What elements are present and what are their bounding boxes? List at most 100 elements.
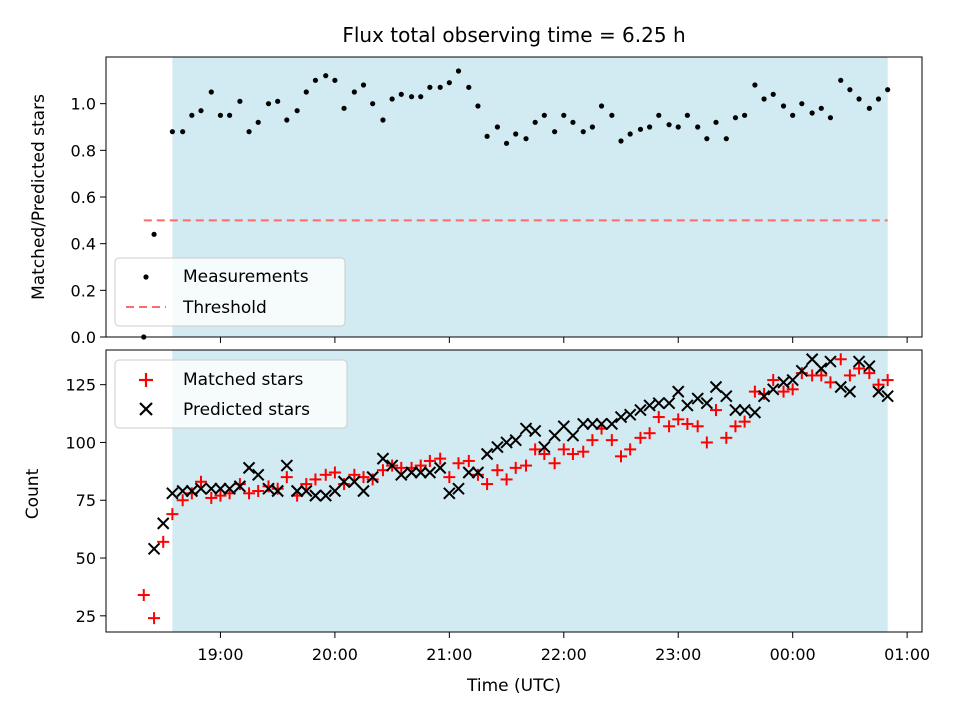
matched-star-point	[824, 376, 837, 389]
predicted-star-point	[577, 417, 590, 431]
top-y-tick-label: 1.0	[71, 95, 96, 114]
matched-star-point	[681, 417, 694, 430]
measurement-point	[370, 101, 376, 107]
legend-measurements-label: Measurements	[183, 267, 309, 287]
bottom-x-tick-label: 21:00	[426, 645, 472, 664]
measurement-point	[275, 98, 281, 104]
bottom-y-tick-label: 25	[76, 607, 96, 626]
measurement-point	[466, 84, 472, 90]
matched-star-point	[366, 473, 379, 486]
matched-star-point	[872, 378, 885, 391]
measurement-point	[637, 126, 644, 132]
predicted-star-point	[881, 390, 894, 403]
predicted-star-point	[166, 487, 179, 500]
matched-star-point	[233, 478, 246, 491]
matched-star-point	[194, 475, 207, 488]
top-x-axis	[219, 337, 908, 343]
measurement-point	[503, 140, 510, 146]
predicted-star-point	[700, 396, 714, 410]
matched-star-point	[577, 445, 590, 458]
predicted-star-point	[662, 396, 676, 410]
matched-star-point	[786, 383, 799, 396]
bottom-panel: 25 50 75 100 125 19:00 20:00 21:00 22:00 23:00 00…	[23, 349, 930, 696]
matched-star-point	[252, 485, 265, 497]
top-y-tick-label: 0.4	[71, 235, 96, 254]
matched-star-point	[166, 508, 179, 521]
matched-star-point	[176, 494, 189, 507]
predicted-star-point	[709, 380, 723, 394]
matched-star-point	[709, 404, 722, 417]
measurement-point	[809, 110, 815, 116]
measurement-point	[684, 112, 690, 118]
matched-star-point	[538, 448, 551, 461]
measurement-point	[217, 112, 224, 118]
matched-star-point	[491, 464, 504, 477]
predicted-star-point	[748, 406, 762, 419]
measurement-point	[570, 119, 576, 125]
matched-star-point	[271, 482, 284, 495]
matched-star-point	[624, 443, 637, 456]
measurement-point	[389, 96, 395, 102]
predicted-star-point	[357, 484, 370, 498]
matched-star-point	[395, 461, 408, 474]
matched-star-point	[700, 436, 713, 449]
predicted-star-point	[815, 362, 828, 375]
bottom-x-tick-label: 22:00	[541, 645, 587, 664]
matched-star-point	[205, 491, 218, 504]
measurement-point	[818, 105, 824, 111]
predicted-star-point	[423, 466, 437, 479]
top-y-tick-label: 0.0	[71, 328, 96, 347]
predicted-star-point	[681, 399, 694, 412]
matched-star-point	[843, 369, 856, 382]
predicted-star-point	[548, 429, 561, 442]
matched-star-point	[348, 468, 361, 481]
measurement-point	[151, 231, 157, 237]
measurement-point	[523, 136, 529, 142]
measurement-point	[408, 94, 415, 100]
bottom-x-axis: 19:00 20:00 21:00 22:00 23:00 00:00 01:00	[197, 632, 930, 664]
predicted-star-point	[194, 482, 208, 495]
bottom-x-axis-label: Time (UTC)	[466, 676, 561, 696]
predicted-star-point	[605, 417, 619, 431]
matched-star-point	[509, 461, 522, 474]
measurement-point	[666, 122, 672, 128]
predicted-star-point	[738, 403, 751, 417]
predicted-star-point	[509, 433, 522, 447]
predicted-star-point	[290, 484, 304, 498]
predicted-star-point	[376, 452, 390, 465]
matched-star-point	[643, 427, 656, 440]
predicted-star-point	[157, 517, 170, 530]
top-y-axis: 0.0 0.2 0.4 0.6 0.8 1.0	[71, 95, 106, 347]
predicted-star-point	[777, 376, 790, 389]
measurement-point	[437, 84, 443, 90]
predicted-star-point	[843, 385, 857, 398]
measurement-point	[312, 77, 319, 83]
matched-star-point	[834, 353, 847, 366]
matched-star-point	[634, 431, 647, 444]
matched-star-point	[777, 385, 790, 398]
bottom-y-tick-label: 75	[76, 491, 96, 510]
predicted-star-point	[443, 487, 456, 500]
measurement-point	[237, 98, 243, 104]
matched-star-point	[414, 459, 427, 472]
predicted-star-point	[147, 542, 161, 555]
predicted-star-point	[729, 403, 742, 417]
predicted-star-point	[872, 385, 885, 398]
matched-stars-series	[137, 353, 894, 625]
measurement-point	[446, 80, 452, 86]
measurement-point	[475, 103, 481, 109]
measurement-point	[332, 77, 338, 83]
bottom-x-tick-label: 00:00	[770, 645, 816, 664]
matched-star-point	[500, 473, 513, 486]
matched-star-point	[605, 434, 618, 447]
measurement-point	[552, 129, 558, 135]
predicted-star-point	[433, 461, 447, 475]
predicted-star-point	[262, 482, 275, 495]
predicted-star-point	[795, 364, 809, 378]
matched-star-point	[557, 443, 570, 456]
bottom-x-tick-label: 19:00	[197, 645, 243, 664]
matched-star-point	[300, 478, 313, 491]
measurement-point	[360, 82, 367, 88]
top-y-tick-label: 0.2	[71, 281, 96, 300]
